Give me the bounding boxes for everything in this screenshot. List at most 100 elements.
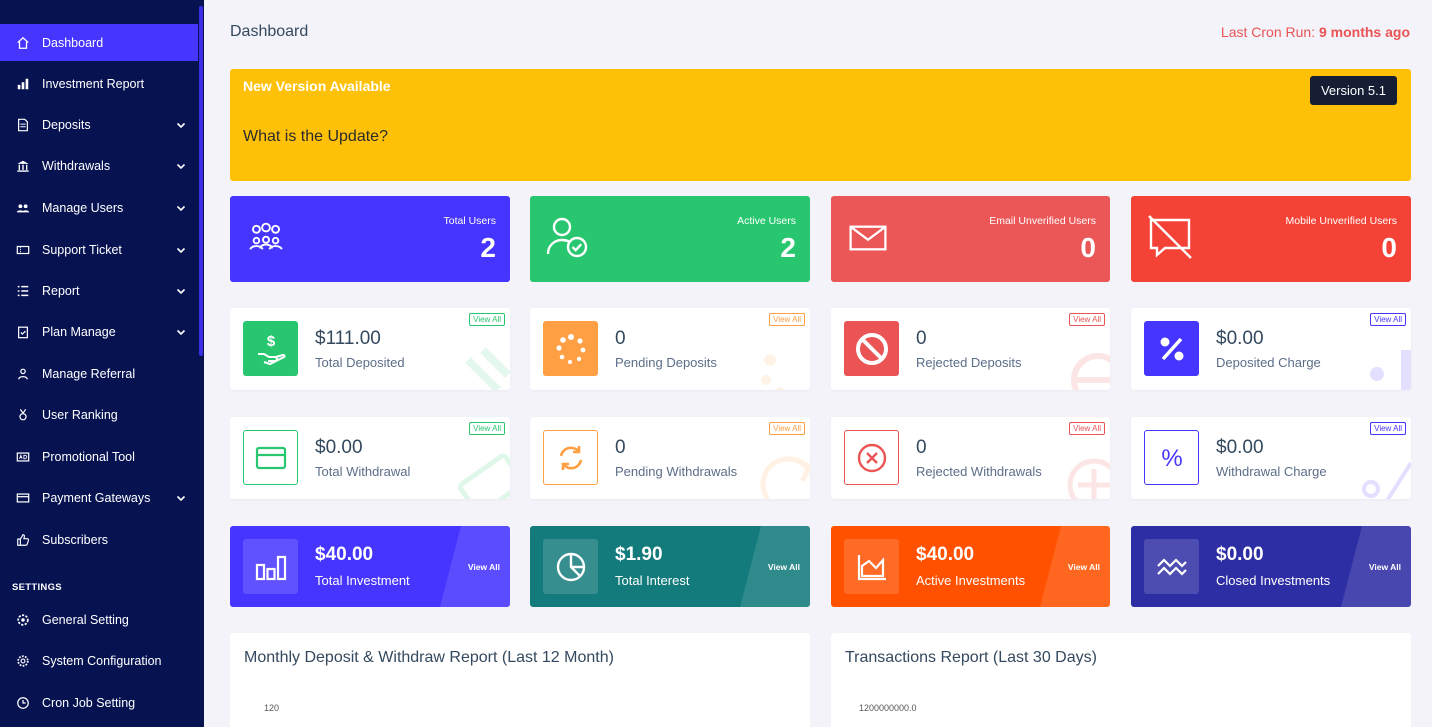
card-value: $0.00 bbox=[315, 437, 363, 458]
sidebar-item-label: Deposits bbox=[42, 118, 91, 132]
sidebar-item-system-configuration[interactable]: System Configuration bbox=[0, 643, 198, 679]
panel-title: Monthly Deposit & Withdraw Report (Last … bbox=[244, 649, 614, 666]
sidebar-item-subscribers[interactable]: Subscribers bbox=[0, 522, 198, 558]
card-value: $40.00 bbox=[315, 544, 374, 565]
stat-value: 2 bbox=[780, 232, 796, 263]
stat-label: Email Unverified Users bbox=[989, 215, 1096, 227]
card-watermark-icon bbox=[458, 453, 510, 499]
sidebar-item-investment-report[interactable]: Investment Report bbox=[0, 66, 198, 102]
sidebar-item-label: System Configuration bbox=[42, 654, 162, 668]
view-all-link[interactable]: View All bbox=[469, 313, 505, 326]
chevron-down-icon bbox=[176, 163, 186, 170]
sidebar-item-label: Cron Job Setting bbox=[42, 696, 136, 710]
stat-label: Total Users bbox=[443, 215, 496, 227]
percent-icon bbox=[1144, 321, 1199, 376]
card-rejected-withdrawals: 0 Rejected Withdrawals View All bbox=[831, 417, 1110, 499]
ticket-icon bbox=[16, 243, 30, 257]
sidebar-item-cron-job-setting[interactable]: Cron Job Setting bbox=[0, 685, 198, 721]
card-total-investment: $40.00 Total Investment View All bbox=[230, 526, 510, 607]
sync-watermark-icon bbox=[760, 456, 810, 499]
users-group-icon bbox=[249, 222, 283, 250]
pie-chart-icon bbox=[543, 539, 598, 594]
view-all-link[interactable]: View All bbox=[1368, 562, 1401, 572]
times-circle-icon bbox=[844, 430, 899, 485]
sidebar-item-deposits[interactable]: Deposits bbox=[0, 107, 198, 143]
view-all-link[interactable]: View All bbox=[767, 562, 800, 572]
view-all-link[interactable]: View All bbox=[467, 562, 500, 572]
card-value: $40.00 bbox=[916, 544, 975, 565]
sidebar-item-user-ranking[interactable]: User Ranking bbox=[0, 397, 198, 433]
percent-watermark-icon bbox=[1362, 461, 1411, 499]
percent-watermark-icon bbox=[1370, 350, 1411, 390]
view-all-link[interactable]: View All bbox=[1069, 313, 1105, 326]
card-deposited-charge: $0.00 Deposited Charge View All bbox=[1131, 308, 1411, 390]
invoice-icon bbox=[16, 118, 30, 132]
cog-icon bbox=[16, 613, 30, 627]
view-all-link[interactable]: View All bbox=[769, 313, 805, 326]
sidebar-item-label: Dashboard bbox=[42, 35, 104, 50]
chart-axis-tick: 120 bbox=[264, 703, 280, 713]
banner-title: New Version Available bbox=[243, 78, 391, 94]
view-all-link[interactable]: View All bbox=[1370, 313, 1406, 326]
card-label: Pending Deposits bbox=[615, 355, 717, 370]
cron-value: 9 months ago bbox=[1318, 24, 1410, 40]
card-total-interest: $1.90 Total Interest View All bbox=[530, 526, 810, 607]
sidebar-item-payment-gateways[interactable]: Payment Gateways bbox=[0, 480, 198, 516]
hand-dollar-watermark-icon bbox=[465, 347, 510, 390]
sidebar-settings-heading: SETTINGS bbox=[12, 582, 62, 593]
view-all-link[interactable]: View All bbox=[1370, 422, 1406, 435]
envelope-icon bbox=[849, 225, 887, 251]
stat-card-active-users[interactable]: Active Users 2 bbox=[530, 196, 810, 282]
monthly-report-panel: Monthly Deposit & Withdraw Report (Last … bbox=[230, 633, 810, 727]
home-icon bbox=[16, 36, 30, 50]
sidebar-item-dashboard[interactable]: Dashboard bbox=[0, 24, 198, 61]
clock-icon bbox=[16, 696, 30, 710]
view-all-link[interactable]: View All bbox=[769, 422, 805, 435]
ad-icon bbox=[16, 450, 30, 464]
sidebar-item-manage-users[interactable]: Manage Users bbox=[0, 190, 198, 226]
users-icon bbox=[16, 201, 30, 215]
sidebar-item-label: Investment Report bbox=[42, 77, 145, 91]
sidebar-item-report[interactable]: Report bbox=[0, 273, 198, 309]
card-active-investments: $40.00 Active Investments View All bbox=[831, 526, 1110, 607]
view-all-link[interactable]: View All bbox=[469, 422, 505, 435]
chevron-down-icon bbox=[176, 288, 186, 295]
card-label: Rejected Withdrawals bbox=[916, 464, 1042, 479]
card-value: 0 bbox=[916, 328, 927, 349]
card-label: Total Investment bbox=[315, 573, 410, 588]
clipboard-icon bbox=[16, 325, 30, 339]
user-check-icon bbox=[546, 217, 588, 258]
chevron-down-icon bbox=[176, 495, 186, 502]
card-value: $0.00 bbox=[1216, 437, 1264, 458]
card-label: Active Investments bbox=[916, 573, 1026, 588]
sidebar-scrollbar[interactable] bbox=[199, 6, 203, 356]
stat-label: Mobile Unverified Users bbox=[1285, 215, 1397, 227]
sidebar-item-general-setting[interactable]: General Setting bbox=[0, 602, 198, 638]
card-value: 0 bbox=[916, 437, 927, 458]
sidebar-item-manage-referral[interactable]: Manage Referral bbox=[0, 356, 198, 392]
spinner-watermark-icon bbox=[761, 354, 785, 390]
sidebar-item-promotional-tool[interactable]: Promotional Tool bbox=[0, 439, 198, 475]
view-all-link[interactable]: View All bbox=[1067, 562, 1100, 572]
card-label: Total Interest bbox=[615, 573, 690, 588]
svg-text:$: $ bbox=[266, 333, 275, 350]
stat-card-mobile-unverified[interactable]: Mobile Unverified Users 0 bbox=[1131, 196, 1411, 282]
sidebar-item-plan-manage[interactable]: Plan Manage bbox=[0, 314, 198, 350]
sidebar-item-support-ticket[interactable]: Support Ticket bbox=[0, 232, 198, 268]
percent-icon: % bbox=[1144, 430, 1199, 485]
sidebar-item-withdrawals[interactable]: Withdrawals bbox=[0, 148, 198, 184]
view-all-link[interactable]: View All bbox=[1069, 422, 1105, 435]
sync-icon bbox=[543, 430, 598, 485]
card-pending-withdrawals: 0 Pending Withdrawals View All bbox=[530, 417, 810, 499]
card-value: $0.00 bbox=[1216, 328, 1264, 349]
sidebar-item-label: Support Ticket bbox=[42, 243, 122, 257]
chart-bars-icon bbox=[243, 539, 298, 594]
cron-label: Last Cron Run: bbox=[1220, 24, 1316, 40]
chevron-down-icon bbox=[176, 205, 186, 212]
stat-card-total-users[interactable]: Total Users 2 bbox=[230, 196, 510, 282]
referral-icon bbox=[16, 367, 30, 381]
ban-watermark-icon bbox=[1071, 353, 1110, 390]
stat-card-email-unverified[interactable]: Email Unverified Users 0 bbox=[831, 196, 1110, 282]
spinner-icon bbox=[543, 321, 598, 376]
banner-question[interactable]: What is the Update? bbox=[243, 128, 388, 145]
